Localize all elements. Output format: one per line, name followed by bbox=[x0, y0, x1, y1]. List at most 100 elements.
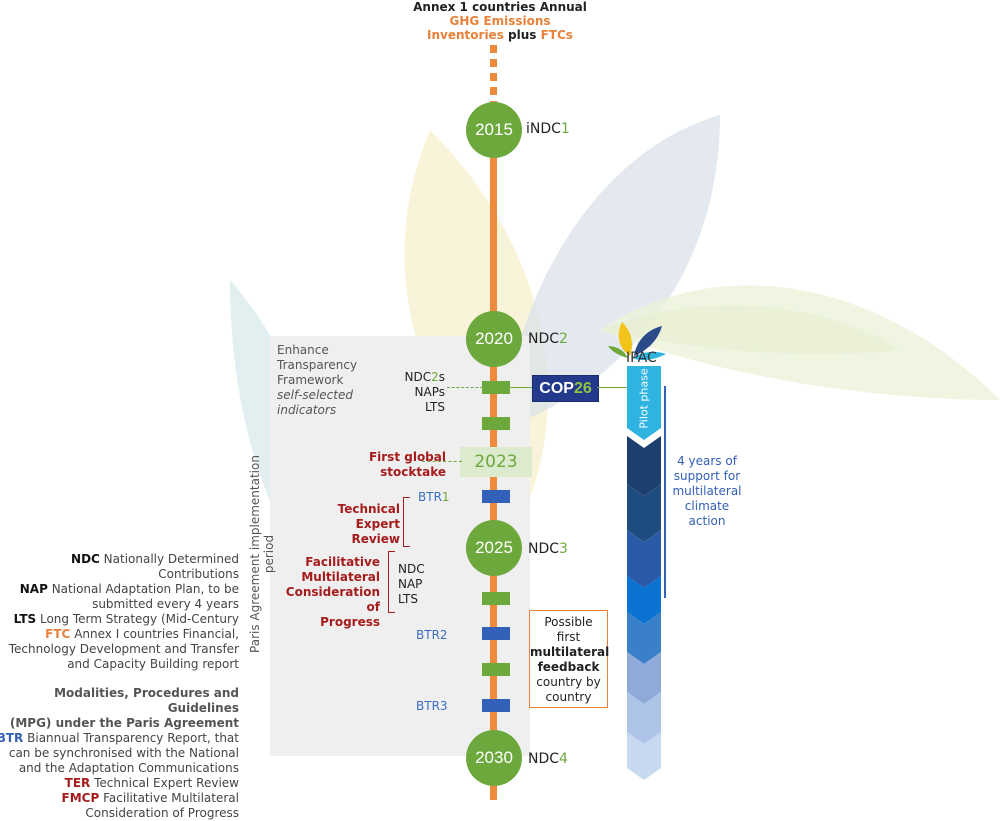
feedback-line4: feedback bbox=[537, 660, 600, 674]
legend-btr-desc3: and the Adaptation Communications bbox=[18, 761, 239, 775]
btr2-bar bbox=[482, 627, 510, 640]
btr1-label: BTR1 bbox=[418, 490, 450, 505]
ndc4-number: 4 bbox=[559, 751, 568, 767]
legend-fmcp: FMCP Facilitative Multilateral bbox=[0, 791, 239, 806]
legend-ftc-key: FTC bbox=[45, 627, 71, 641]
indc-prefix: iNDC bbox=[526, 121, 561, 137]
cop26-ipac-connector bbox=[597, 387, 629, 388]
legend: NDC Nationally Determined Contributions … bbox=[0, 552, 239, 821]
legend-ter: TER Technical Expert Review bbox=[0, 776, 239, 791]
indc-number: 1 bbox=[560, 121, 570, 137]
legend-spacer bbox=[0, 672, 239, 686]
timeline-dotted-segment bbox=[490, 45, 497, 105]
legend-ndc-key: NDC bbox=[71, 552, 100, 566]
fmcp-label: Facilitative Multilateral Consideration … bbox=[278, 555, 380, 630]
year-2023-box: 2023 bbox=[460, 447, 532, 477]
legend-ftc-desc1: Annex I countries Financial, bbox=[74, 627, 239, 641]
ndc2-prefix: NDC bbox=[528, 331, 560, 347]
feedback-line6: country bbox=[545, 690, 592, 704]
year-2015-circle: 2015 bbox=[466, 102, 522, 158]
ndc2s-number: 2 bbox=[431, 370, 439, 384]
legend-nap-desc1: National Adaptation Plan, to be bbox=[51, 582, 239, 596]
legend-lts-key: LTS bbox=[13, 612, 37, 626]
fmcp-bracket bbox=[388, 551, 395, 613]
top-note-line2: GHG Emissions bbox=[449, 14, 551, 28]
fmcp-line1: Facilitative bbox=[305, 555, 380, 569]
framework-line3: Framework bbox=[277, 373, 344, 387]
year-2025-circle: 2025 bbox=[466, 520, 522, 576]
framework-line2: Transparency bbox=[277, 358, 358, 372]
btr2-label: BTR2 bbox=[416, 628, 448, 642]
fmcp-line2: Multilateral bbox=[301, 570, 380, 584]
ndc3-number: 3 bbox=[559, 541, 568, 557]
ndc2s-prefix: NDC bbox=[404, 370, 432, 384]
feedback-line1: Possible bbox=[544, 615, 593, 629]
support-line2: support for bbox=[673, 469, 741, 483]
btr3-label: BTR3 bbox=[416, 699, 448, 713]
ter-line1: Technical bbox=[337, 502, 400, 516]
btr1-prefix: BTR bbox=[418, 490, 442, 504]
pilot-phase-label: Pilot phase bbox=[637, 368, 651, 429]
support-line5: action bbox=[688, 514, 726, 528]
ter-line3: Review bbox=[351, 532, 400, 546]
support-line1: 4 years of bbox=[677, 454, 737, 468]
framework-line4: self-selected bbox=[277, 388, 353, 402]
indc1-label: iNDC1 bbox=[526, 121, 570, 137]
legend-lts-desc: Long Term Strategy (Mid-Century bbox=[39, 612, 239, 626]
legend-mpg-line1: Modalities, Procedures and Guidelines bbox=[54, 686, 239, 715]
legend-lts: LTS Long Term Strategy (Mid-Century bbox=[0, 612, 239, 627]
support-label: 4 years of support for multilateral clim… bbox=[668, 454, 746, 529]
stocktake-connector bbox=[422, 461, 462, 462]
submissions-2021: NDC2s NAPs LTS bbox=[395, 370, 445, 415]
framework-line5: indicators bbox=[277, 403, 337, 417]
ter-bracket bbox=[403, 497, 410, 547]
feedback-line3: multilateral bbox=[530, 645, 610, 659]
ter-label: Technical Expert Review bbox=[330, 502, 400, 547]
legend-btr-key: BTR bbox=[0, 731, 24, 745]
btr1-bar bbox=[482, 490, 510, 503]
implementation-period-label: Paris Agreement implementation period bbox=[248, 455, 276, 653]
naps-label: NAPs bbox=[414, 385, 445, 399]
green-bar-2022 bbox=[482, 417, 510, 430]
green-bar-2028 bbox=[482, 663, 510, 676]
legend-btr-desc1: Biannual Transparency Report, that bbox=[27, 731, 239, 745]
fmcp-line4: Progress bbox=[320, 615, 380, 629]
framework-label: Enhance Transparency Framework self-sele… bbox=[277, 343, 357, 418]
cop26-num: 26 bbox=[573, 379, 592, 397]
green-bar-2021 bbox=[482, 381, 510, 394]
stocktake-line1: First global bbox=[368, 450, 446, 464]
legend-fmcp-key: FMCP bbox=[61, 791, 100, 805]
legend-ftc-desc3: and Capacity Building report bbox=[67, 657, 239, 671]
cop26-logo: COP 26 bbox=[532, 375, 599, 402]
legend-ter-key: TER bbox=[64, 776, 91, 790]
support-line4: climate bbox=[684, 499, 730, 513]
cop26-connector bbox=[510, 387, 534, 388]
multilateral-feedback-box: Possible first multilateral feedback cou… bbox=[529, 610, 610, 708]
legend-nap-desc2: submitted every 4 years bbox=[92, 597, 239, 611]
support-line3: multilateral bbox=[672, 484, 742, 498]
ndc3-prefix: NDC bbox=[528, 541, 560, 557]
ndc2-number: 2 bbox=[559, 331, 568, 347]
ndc2-label: NDC2 bbox=[528, 331, 568, 347]
stocktake-line2: stocktake bbox=[380, 465, 446, 479]
ipac-phase-chevrons bbox=[627, 366, 661, 780]
ndc4-label: NDC4 bbox=[528, 751, 568, 767]
cop26-cop: COP bbox=[539, 379, 574, 397]
legend-fmcp-desc2: Consideration of Progress bbox=[85, 806, 239, 820]
support-period-line bbox=[664, 386, 666, 598]
first-global-stocktake-label: First global stocktake bbox=[350, 450, 446, 480]
year-2030-circle: 2030 bbox=[466, 730, 522, 786]
ipac-logo-text: IPAC bbox=[626, 350, 657, 366]
ipac-leaf-icon bbox=[608, 322, 666, 361]
legend-ftc-desc2: Technology Development and Transfer bbox=[8, 642, 239, 656]
submissions-2025: NDC NAP LTS bbox=[398, 562, 425, 607]
legend-ndc: NDC Nationally Determined Contributions bbox=[0, 552, 239, 582]
ndc2s-connector bbox=[447, 387, 483, 388]
lts-label-2025: LTS bbox=[398, 592, 418, 606]
legend-ftc: FTC Annex I countries Financial, bbox=[0, 627, 239, 642]
year-2020-circle: 2020 bbox=[466, 311, 522, 367]
btr3-bar bbox=[482, 699, 510, 712]
nap-label-2025: NAP bbox=[398, 577, 423, 591]
feedback-line2: first bbox=[556, 630, 581, 644]
top-note: Annex 1 countries Annual GHG Emissions I… bbox=[380, 0, 620, 42]
